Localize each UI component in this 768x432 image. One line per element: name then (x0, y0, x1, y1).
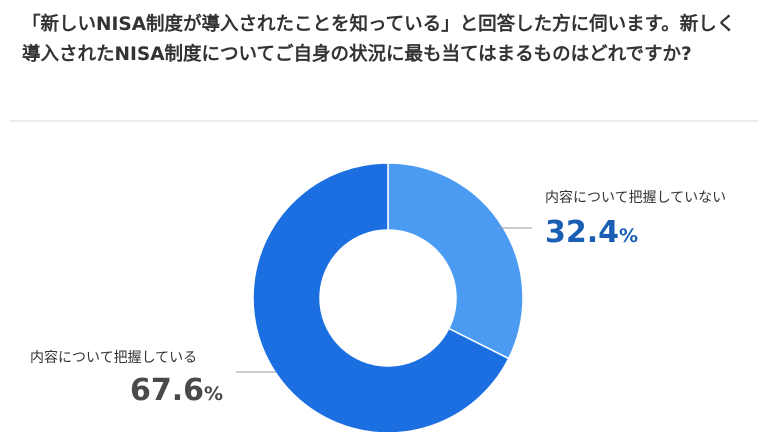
value-label: 67.6% (130, 373, 223, 408)
value-label: 32.4% (545, 215, 638, 250)
pie-slice (387, 162, 524, 360)
category-label: 内容について把握している (30, 349, 197, 366)
pie-slice (252, 162, 510, 432)
chart-title: 「新しいNISA制度が導入されたことを知っている」と回答した方に伺います。新しく… (22, 14, 736, 65)
category-label: 内容について把握していない (545, 189, 726, 206)
